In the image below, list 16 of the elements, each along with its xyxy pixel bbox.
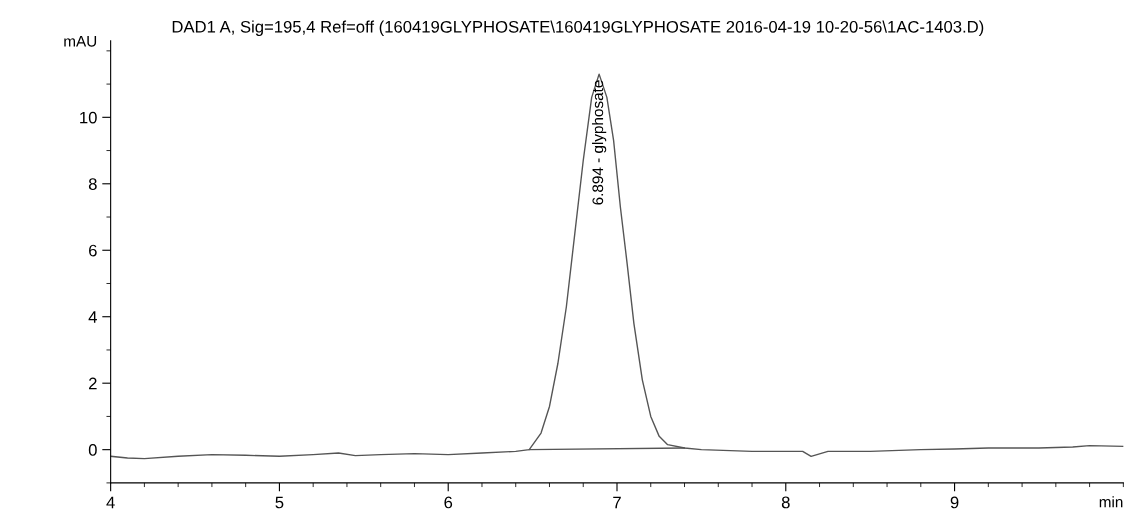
- annotation: 6.894 - glyphosate: [591, 80, 607, 205]
- y-axis-title: mAU: [64, 36, 97, 47]
- chart-title: DAD1 A, Sig=195,4 Ref=off (160419GLYPHOSATE\160419GLYPHOSATE 2016-04-19 10-20-56\1AC-1403.D): [172, 20, 984, 36]
- y-tick-label: 0: [88, 444, 97, 456]
- x-tick-label: 9: [950, 496, 959, 509]
- x-tick-label: 5: [275, 496, 284, 509]
- x-tick-label: 8: [781, 496, 790, 509]
- y-tick-label: 10: [80, 111, 97, 124]
- x-tick-label: 7: [613, 496, 621, 509]
- x-axis-title: min: [1099, 496, 1123, 508]
- x-tick-label: 6: [444, 496, 453, 509]
- y-tick-label: 8: [88, 178, 97, 190]
- y-tick-label: 6: [89, 244, 97, 257]
- x-tick-label: 4: [106, 496, 115, 509]
- y-tick-label: 2: [89, 377, 97, 390]
- y-tick-label: 4: [88, 311, 97, 323]
